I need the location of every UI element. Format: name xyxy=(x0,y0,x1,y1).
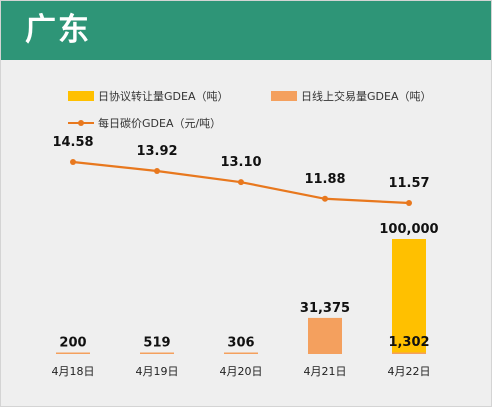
legend-label-1: 日协议转让量GDEA（吨） xyxy=(98,89,228,103)
data-label-price: 11.57 xyxy=(388,176,429,191)
price-point xyxy=(154,167,160,174)
data-label-price: 14.58 xyxy=(52,135,93,150)
data-label-price: 11.88 xyxy=(304,172,345,187)
x-tick-label: 4月19日 xyxy=(136,365,179,378)
price-point xyxy=(70,159,76,165)
x-tick-label: 4月22日 xyxy=(388,365,431,378)
header-bar: 广东 xyxy=(1,1,491,60)
x-tick-label: 4月20日 xyxy=(220,365,263,378)
legend-label-2: 日线上交易量GDEA（吨） xyxy=(301,89,431,103)
bar-online xyxy=(392,352,426,354)
data-label-price: 13.10 xyxy=(220,155,261,170)
data-label-online: 519 xyxy=(143,336,170,351)
legend-label-3: 每日碳价GDEA（元/吨） xyxy=(98,116,221,130)
legend-marker-3 xyxy=(78,120,84,126)
data-label-online: 306 xyxy=(227,336,254,351)
page-title: 广东 xyxy=(25,12,91,48)
data-label-agreement: 100,000 xyxy=(379,222,438,237)
data-label-price: 13.92 xyxy=(136,144,177,159)
price-point xyxy=(406,200,412,206)
price-point xyxy=(322,195,328,202)
bar-online xyxy=(308,317,342,354)
bar-online xyxy=(140,352,174,354)
x-tick-label: 4月21日 xyxy=(304,365,347,378)
data-label-online: 31,375 xyxy=(300,301,350,316)
data-label-online: 200 xyxy=(59,336,86,351)
data-label-online: 1,302 xyxy=(388,335,429,350)
legend-swatch-1 xyxy=(68,91,94,101)
bar-online xyxy=(224,352,258,354)
bar-online xyxy=(56,352,90,354)
price-point xyxy=(238,179,244,186)
legend-swatch-2 xyxy=(271,91,297,101)
bar-agreement xyxy=(392,239,426,354)
x-tick-label: 4月18日 xyxy=(52,365,95,378)
